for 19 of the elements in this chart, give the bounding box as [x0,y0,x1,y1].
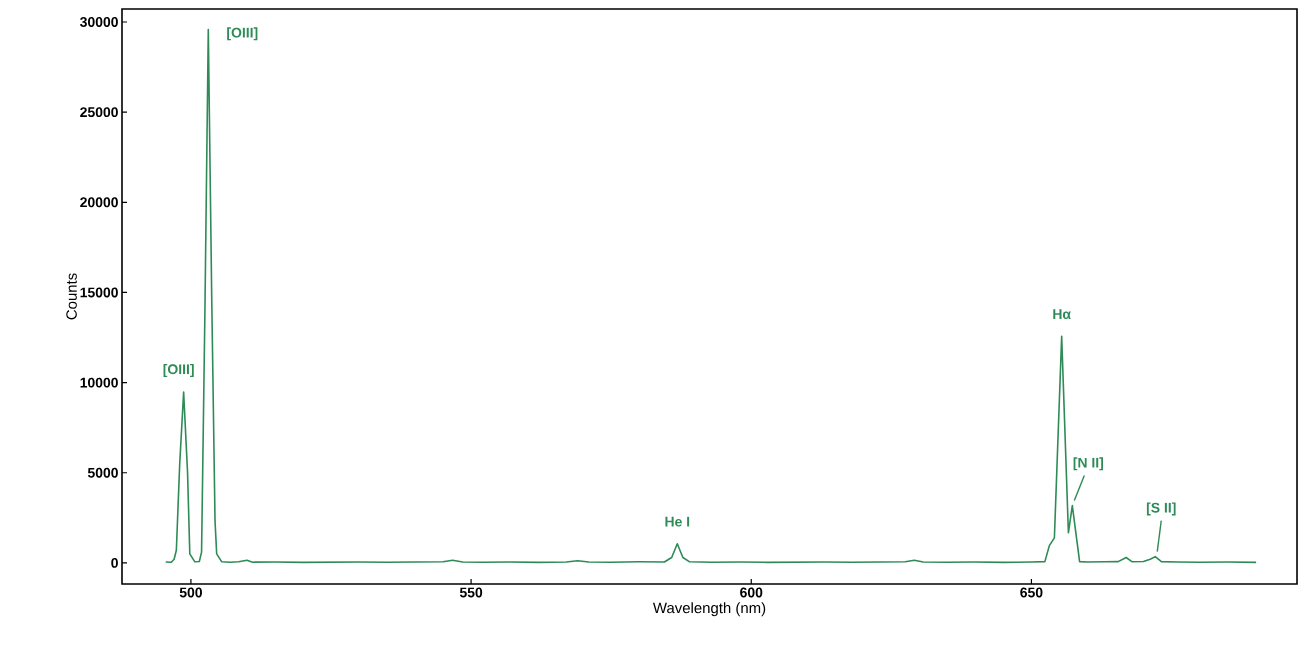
y-axis-title: Counts [66,273,77,320]
annotation: He I [665,516,690,527]
x-tick-label: 550 [459,587,483,598]
annotation: [OIII] [227,27,258,41]
y-tick-label: 30000 [80,17,118,27]
annotation: [S II] [1146,502,1176,516]
x-tick-label: 500 [179,587,202,598]
annotation: [OIII] [163,363,194,377]
annotation: [N II] [1073,457,1104,471]
y-tick-label: 20000 [80,197,118,208]
y-tick-label: 25000 [80,107,118,118]
annotation: Hα [1053,309,1071,320]
x-axis-title: Wavelength (nm) [652,602,766,617]
y-tick-label: 5000 [87,467,118,478]
y-tick-label: 15000 [80,287,118,298]
y-tick-label: 10000 [80,377,118,388]
x-tick-label: 650 [1020,587,1043,598]
y-tick-label: 0 [111,557,118,568]
x-tick-label: 600 [740,587,763,598]
